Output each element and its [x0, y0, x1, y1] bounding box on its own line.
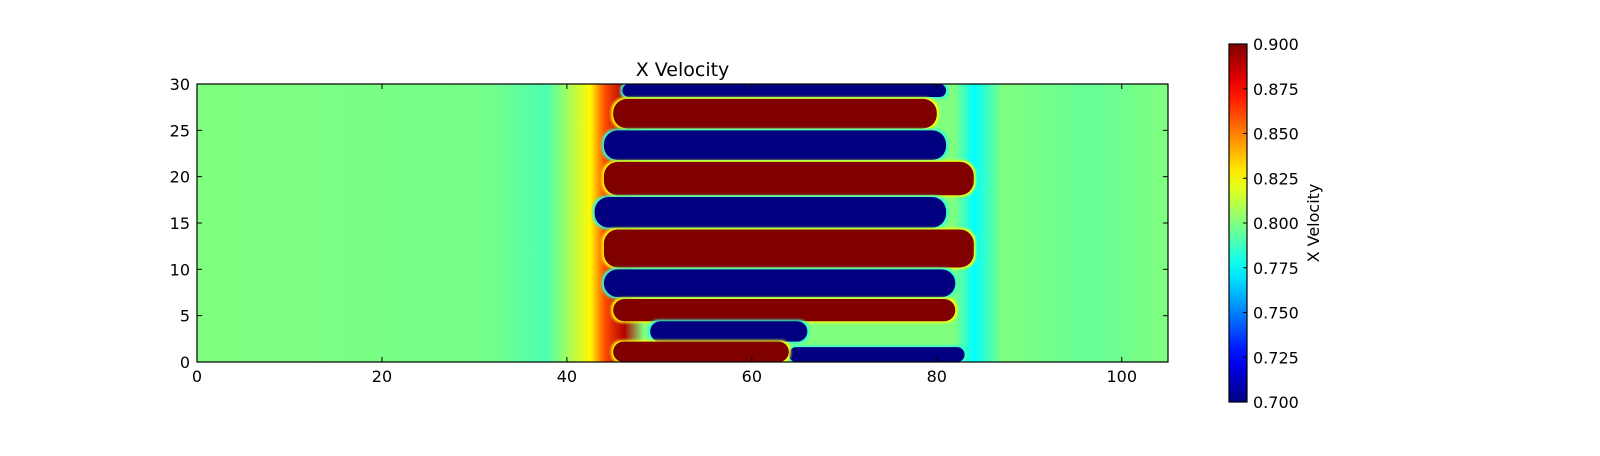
- colorbar: 0.900 0.875 0.850 0.825 0.800 0.775 0.750 0.725…: [1228, 35, 1323, 412]
- colorbar-tick-label: 0.775: [1253, 259, 1299, 278]
- colorbar-ticks: 0.900 0.875 0.850 0.825 0.800 0.775 0.750 0.725…: [1243, 35, 1299, 412]
- low-velocity-band: [594, 197, 947, 228]
- colorbar-tick-label: 0.725: [1253, 348, 1299, 367]
- low-velocity-band: [603, 130, 947, 160]
- velocity-bands: [592, 84, 976, 362]
- x-tick-label: 0: [192, 367, 202, 386]
- colorbar-label: X Velocity: [1304, 184, 1323, 263]
- colorbar-tick-label: 0.825: [1253, 169, 1299, 188]
- colorbar-gradient: [1229, 44, 1247, 402]
- heatmap-plot-area: [196, 83, 1169, 363]
- x-tick-label: 100: [1106, 367, 1137, 386]
- y-tick-label: 30: [170, 75, 190, 94]
- high-velocity-band: [613, 98, 937, 129]
- x-axis: 0 20 40 60 80 100: [192, 84, 1137, 386]
- colorbar-tick-label: 0.800: [1253, 214, 1299, 233]
- low-velocity-band: [650, 321, 808, 342]
- y-tick-label: 20: [170, 168, 190, 187]
- colorbar-tick-label: 0.900: [1253, 35, 1299, 54]
- low-velocity-band: [622, 84, 947, 97]
- chart-title: X Velocity: [636, 59, 730, 81]
- colorbar-tick-label: 0.750: [1253, 304, 1299, 323]
- colorbar-tick-label: 0.875: [1253, 80, 1299, 99]
- high-velocity-band: [613, 298, 956, 322]
- y-tick-label: 5: [180, 307, 190, 326]
- colorbar-tick-label: 0.700: [1253, 393, 1299, 412]
- y-tick-label: 25: [170, 121, 190, 140]
- y-axis: 0 5 10 15 20 25 30: [170, 75, 1168, 372]
- x-tick-label: 40: [557, 367, 577, 386]
- high-velocity-band: [603, 229, 974, 268]
- x-tick-label: 20: [372, 367, 392, 386]
- low-velocity-band: [603, 269, 956, 298]
- x-tick-label: 60: [742, 367, 762, 386]
- y-tick-label: 0: [180, 353, 190, 372]
- y-tick-label: 10: [170, 260, 190, 279]
- high-velocity-band: [603, 161, 974, 196]
- high-velocity-band: [613, 341, 789, 362]
- x-tick-label: 80: [927, 367, 947, 386]
- colorbar-tick-label: 0.850: [1253, 125, 1299, 144]
- y-tick-label: 15: [170, 214, 190, 233]
- low-velocity-band: [788, 347, 965, 362]
